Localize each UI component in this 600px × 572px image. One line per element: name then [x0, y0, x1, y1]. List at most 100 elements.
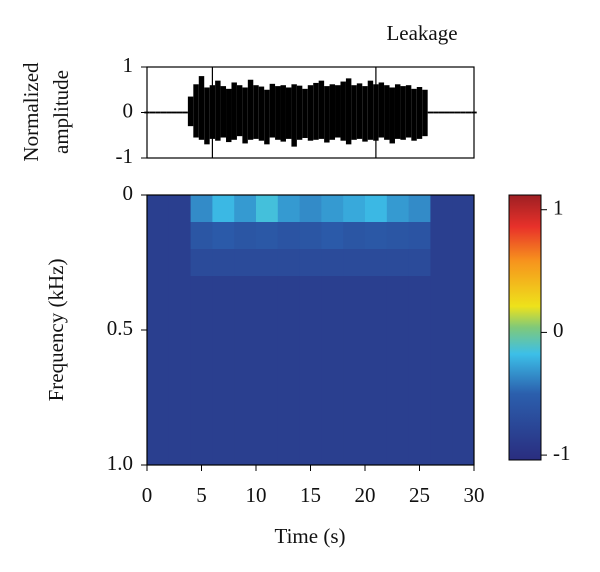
heat-cell [277, 276, 301, 304]
heat-cell [190, 249, 213, 277]
waveform-bar [460, 111, 466, 114]
y-axis-label: Frequency (kHz) [44, 259, 68, 402]
heat-cell [408, 384, 431, 412]
heat-cell [386, 303, 410, 331]
heat-cell [234, 222, 257, 250]
x-tick-label: 10 [246, 483, 267, 507]
waveform-bar [149, 111, 156, 114]
waveform-bar [236, 85, 243, 137]
colorbar-tick-label: 0 [553, 318, 564, 342]
heat-cell [212, 384, 235, 412]
heat-cell [321, 411, 344, 439]
heat-cell [168, 330, 192, 358]
heat-cell [277, 249, 301, 277]
waveform-bar [324, 86, 330, 143]
heat-cell [343, 357, 366, 385]
waveform-bar [313, 82, 319, 140]
heat-cell [147, 222, 170, 250]
heat-cell [343, 276, 366, 304]
heat-cell [321, 303, 344, 331]
heat-cell [408, 411, 431, 439]
heat-cell [299, 384, 322, 412]
heat-cell [190, 438, 213, 466]
waveform-bar [416, 87, 423, 139]
heat-cell [299, 357, 322, 385]
heat-cell [321, 384, 344, 412]
waveform-bar [433, 111, 439, 114]
waveform-bar [291, 84, 297, 147]
heat-cell [408, 222, 431, 250]
waveform-bar [220, 86, 227, 138]
heat-cell [452, 195, 475, 223]
heat-cell [212, 438, 235, 466]
waveform-bar [329, 84, 336, 140]
heat-cell [190, 195, 213, 223]
waveform-bar [166, 111, 172, 114]
chart-title: Leakage [386, 21, 457, 45]
heat-cell [386, 438, 410, 466]
heat-cell [190, 303, 213, 331]
heat-cell [365, 330, 388, 358]
waveform-bar [198, 76, 205, 140]
waveform-bar [275, 86, 281, 140]
heat-cell [234, 303, 257, 331]
heat-cell [452, 303, 475, 331]
heat-cell [212, 411, 235, 439]
heat-cell [168, 384, 192, 412]
heat-cell [190, 357, 213, 385]
heat-cell [365, 411, 388, 439]
heat-cell [430, 222, 453, 250]
heat-cell [321, 222, 344, 250]
heat-cell [147, 357, 170, 385]
heat-cell [386, 195, 410, 223]
waveform-bar [264, 89, 270, 145]
heat-cell [365, 357, 388, 385]
waveform-bar [280, 85, 286, 142]
waveform-bar [193, 84, 199, 138]
heat-cell [190, 411, 213, 439]
waveform-bar [226, 88, 232, 143]
heat-cell [321, 438, 344, 466]
waveform-bar [296, 85, 303, 140]
heat-cell [452, 276, 475, 304]
heat-cell [256, 438, 279, 466]
waveform-bar [405, 85, 412, 138]
waveform-bar [389, 87, 395, 144]
heat-cell [299, 411, 322, 439]
heat-cell [299, 303, 322, 331]
waveform-bar [242, 87, 248, 144]
heat-cell [277, 330, 301, 358]
heat-cell [234, 276, 257, 304]
heat-cell [386, 411, 410, 439]
heat-cell [147, 384, 170, 412]
heat-cell [365, 384, 388, 412]
heat-cell [256, 276, 279, 304]
waveform-bar [318, 80, 325, 139]
heat-cell [299, 195, 322, 223]
x-tick-label: 20 [355, 483, 376, 507]
heat-cell [408, 276, 431, 304]
waveform-bar [427, 111, 434, 114]
x-tick-label: 0 [142, 483, 153, 507]
y-tick-label: 1 [123, 53, 134, 77]
waveform-bar [182, 111, 188, 114]
waveform-bar [367, 80, 374, 140]
heat-cell [321, 330, 344, 358]
heat-cell [277, 303, 301, 331]
heat-cell [343, 222, 366, 250]
heat-cell [365, 303, 388, 331]
heat-cell [234, 411, 257, 439]
heat-cell [299, 438, 322, 466]
waveform-bar [378, 82, 385, 138]
heat-cell [256, 357, 279, 385]
heat-cell [190, 276, 213, 304]
heat-cell [452, 411, 475, 439]
heat-cell [277, 411, 301, 439]
heat-cell [408, 249, 431, 277]
waveform-bar [340, 81, 346, 141]
heat-cell [430, 303, 453, 331]
waveform-bar [253, 85, 259, 139]
heat-cell [256, 411, 279, 439]
heat-cell [277, 195, 301, 223]
